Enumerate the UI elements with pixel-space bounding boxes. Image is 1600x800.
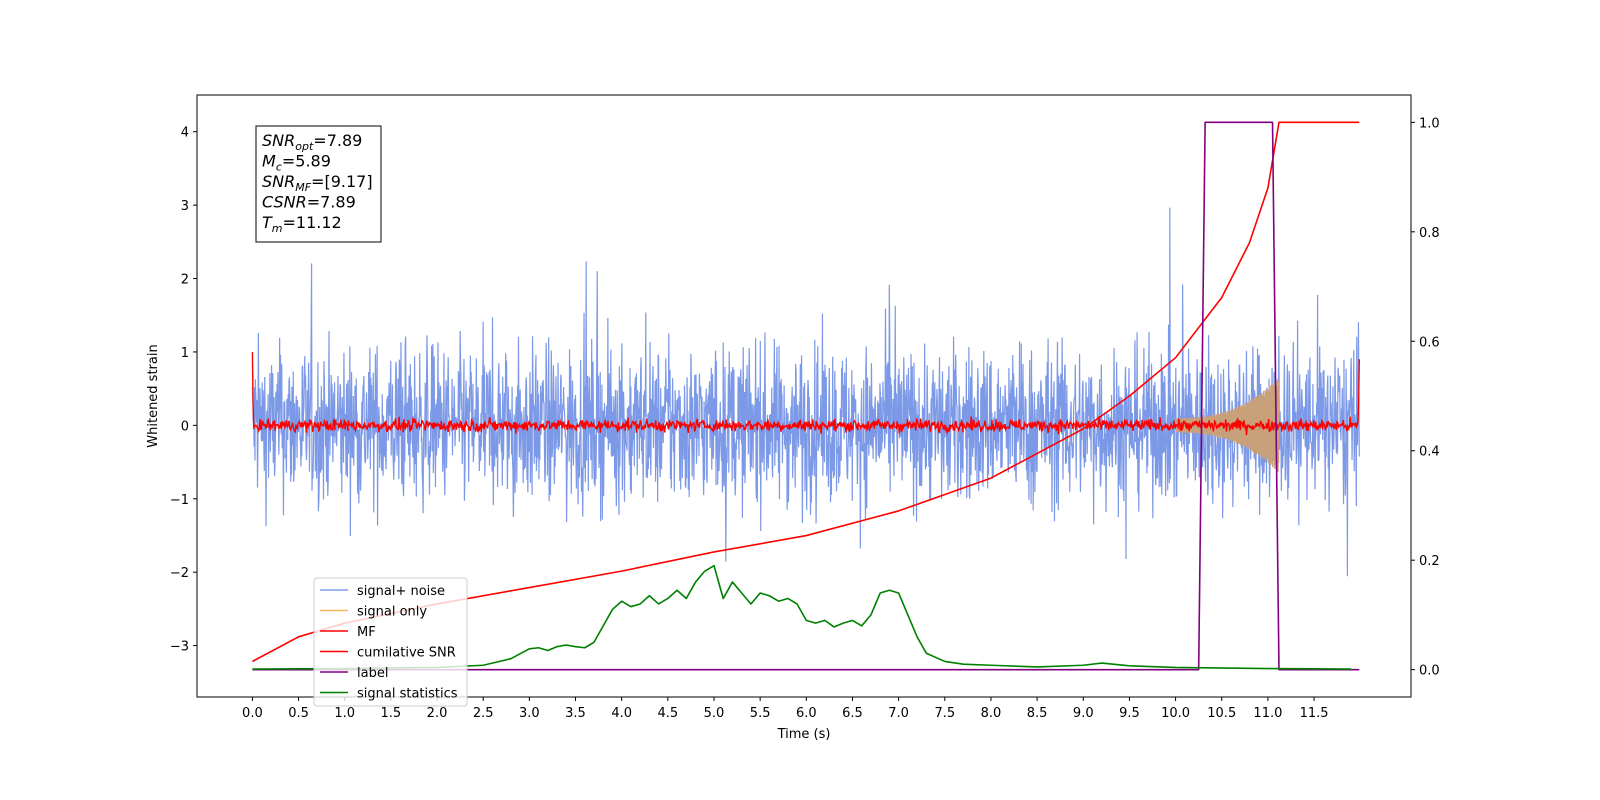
info-line: Mc=5.89 <box>262 152 331 174</box>
y-right-tick-label: 0.0 <box>1419 664 1440 679</box>
axes: 0.0 0.5 1.0 1.5 2.0 2.5 3.0 3.5 4.0 4.5 5.0 5.5 6.0 6… <box>146 94 1440 742</box>
info-symbol: CSNR <box>262 193 307 212</box>
series-label-line <box>252 121 1360 671</box>
y-left-tick-label: −2 <box>170 566 189 581</box>
legend-label: MF <box>357 625 376 640</box>
info-box: SNRopt=7.89Mc=5.89SNRMF=[9.17]CSNR=7.89T… <box>255 125 382 243</box>
plot-frame <box>196 94 1412 698</box>
legend-label: signal only <box>357 605 427 620</box>
info-line: SNRMF=[9.17] <box>262 172 373 194</box>
x-tick-label: 5.0 <box>704 706 725 721</box>
x-tick-label: 2.0 <box>427 706 448 721</box>
info-subscript: c <box>276 161 282 174</box>
info-line: CSNR=7.89 <box>262 193 356 212</box>
y-left-tick-label: −3 <box>170 640 189 655</box>
legend: signal+ noise signal only MF cumilative SNR… <box>313 577 468 707</box>
info-symbol: SNR <box>262 172 295 191</box>
y-left-tick-label: −1 <box>170 493 189 508</box>
x-tick-label: 9.5 <box>1119 706 1140 721</box>
info-line: Tm=11.12 <box>262 213 342 235</box>
x-tick-label: 11.5 <box>1300 706 1329 721</box>
x-tick-label: 9.0 <box>1073 706 1094 721</box>
series-signal-noise-line <box>251 207 1360 577</box>
y-left-tick-label: 2 <box>181 273 189 288</box>
y-right-tick-label: 0.8 <box>1419 226 1440 241</box>
info-box-frame <box>255 125 382 243</box>
x-tick-label: 4.5 <box>657 706 678 721</box>
x-tick-label: 4.0 <box>611 706 632 721</box>
info-symbol: T <box>262 213 273 232</box>
x-tick-label: 0.5 <box>288 706 309 721</box>
info-subscript: opt <box>295 140 314 153</box>
y-left-tick-label: 4 <box>181 126 189 141</box>
y-right-tick-label: 0.4 <box>1419 445 1440 460</box>
x-tick-label: 8.5 <box>1027 706 1048 721</box>
y-right-tick-label: 0.6 <box>1419 335 1440 350</box>
x-tick-label: 11.0 <box>1253 706 1282 721</box>
x-tick-label: 7.5 <box>934 706 955 721</box>
series-signal-statistics-line <box>252 564 1351 670</box>
info-subscript: m <box>272 222 283 235</box>
x-axis-title: Time (s) <box>777 727 831 742</box>
info-line: SNRopt=7.89 <box>262 131 362 153</box>
x-tick-label: 1.5 <box>381 706 402 721</box>
x-tick-label: 3.5 <box>565 706 586 721</box>
info-value: =7.89 <box>313 131 362 150</box>
y-right-tick-label: 0.2 <box>1419 554 1440 569</box>
legend-label: label <box>357 666 388 681</box>
x-tick-label: 1.0 <box>334 706 355 721</box>
info-value: =5.89 <box>282 152 331 171</box>
x-tick-label: 3.0 <box>519 706 540 721</box>
y-left-tick-label: 0 <box>181 419 189 434</box>
series-mf-line <box>251 351 1360 436</box>
x-tick-label: 0.0 <box>242 706 263 721</box>
x-tick-label: 2.5 <box>473 706 494 721</box>
legend-label: cumilative SNR <box>357 646 456 661</box>
x-tick-label: 7.0 <box>888 706 909 721</box>
y-left-tick-label: 1 <box>181 346 189 361</box>
x-tick-label: 8.0 <box>981 706 1002 721</box>
series-signal-only-line <box>1174 379 1280 472</box>
legend-label: signal+ noise <box>357 584 445 599</box>
y-axis-title: Whitened strain <box>146 344 161 447</box>
legend-label: signal statistics <box>357 687 458 702</box>
x-tick-label: 5.5 <box>750 706 771 721</box>
x-tick-label: 10.5 <box>1207 706 1236 721</box>
x-tick-label: 10.0 <box>1161 706 1190 721</box>
legend-frame <box>313 577 468 707</box>
y-right-tick-label: 1.0 <box>1419 116 1440 131</box>
info-value: =7.89 <box>307 193 356 212</box>
x-tick-label: 6.5 <box>842 706 863 721</box>
info-symbol: M <box>262 152 276 171</box>
info-value: =[9.17] <box>311 172 373 191</box>
info-value: =11.12 <box>283 213 342 232</box>
info-symbol: SNR <box>262 131 295 150</box>
x-tick-label: 6.0 <box>796 706 817 721</box>
y-left-tick-label: 3 <box>181 199 189 214</box>
info-subscript: MF <box>295 181 311 194</box>
